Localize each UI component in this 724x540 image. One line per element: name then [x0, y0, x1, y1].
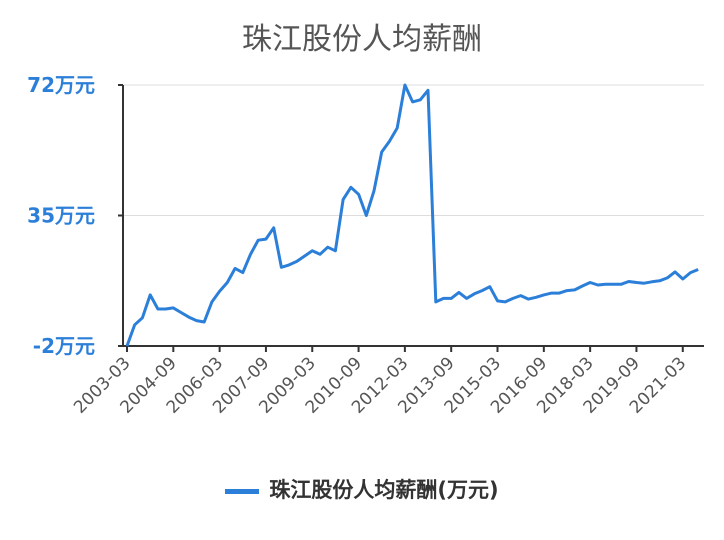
chart-title: 珠江股份人均薪酬	[242, 22, 482, 57]
legend-swatch	[225, 488, 260, 494]
grid-lines	[123, 84, 704, 216]
series-line	[125, 83, 699, 347]
legend-label: 珠江股份人均薪酬(万元)	[269, 478, 499, 502]
series-group	[125, 83, 699, 347]
x-axis-ticks: 2003-032004-092006-032007-092009-032010-…	[70, 346, 690, 418]
y-axis-ticks: 72万元 35万元 -2万元	[27, 73, 123, 358]
legend: 珠江股份人均薪酬(万元)	[0, 474, 724, 504]
y-tick-label: -2万元	[33, 334, 95, 358]
y-tick-label: 72万元	[27, 73, 95, 97]
axes	[122, 85, 704, 347]
y-tick-label: 35万元	[27, 204, 95, 228]
